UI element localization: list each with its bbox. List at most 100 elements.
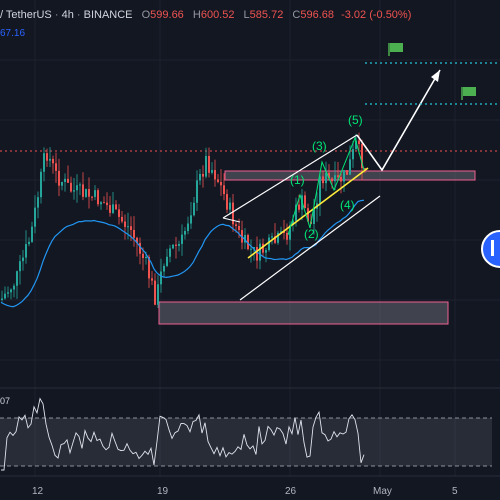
candle-body <box>214 170 216 180</box>
candle-body <box>232 202 234 225</box>
candle-body <box>151 278 153 281</box>
candle-body <box>52 158 54 164</box>
chart-grid <box>0 0 500 476</box>
symbol-pair[interactable]: / TetherUS <box>0 9 52 21</box>
green-flag-icon <box>388 43 403 56</box>
candle-body <box>319 176 321 204</box>
candle-body <box>121 216 123 222</box>
candle-body <box>343 170 345 182</box>
candle-body <box>160 271 162 285</box>
candle-body <box>355 140 357 150</box>
candle-body <box>196 180 198 203</box>
chart-header: / TetherUS · 4h · BINANCE O599.66 H600.5… <box>0 9 411 21</box>
candle-body <box>124 221 126 227</box>
candle-body <box>295 204 297 221</box>
channel-lower-line[interactable] <box>239 195 381 301</box>
candle-body <box>157 284 159 305</box>
candle-body <box>268 237 270 251</box>
channel-middle-line[interactable] <box>247 167 369 259</box>
projection-path[interactable] <box>356 69 441 172</box>
candle-body <box>322 176 324 184</box>
candle-body <box>79 184 81 186</box>
open-label: O <box>141 9 151 21</box>
candle-body <box>253 247 255 249</box>
candle-body <box>346 170 348 175</box>
separator-dot: · <box>54 9 59 21</box>
candle-body <box>145 256 147 259</box>
close-value: 596.68 <box>300 9 334 21</box>
x-tick-12: 12 <box>32 486 44 497</box>
candle-body <box>166 256 168 266</box>
candle-body <box>199 173 201 181</box>
candle-body <box>13 285 15 290</box>
candle-body <box>28 241 30 245</box>
elliott-wave-path[interactable] <box>287 136 365 236</box>
candle-body <box>175 244 177 246</box>
candle-body <box>94 190 96 197</box>
candle-body <box>37 197 39 208</box>
candle-body <box>262 243 264 253</box>
candle-body <box>97 190 99 205</box>
candle-body <box>118 209 120 217</box>
candle-body <box>61 181 63 186</box>
low-value: 585.72 <box>249 9 284 21</box>
channel-left-cap[interactable] <box>222 217 241 223</box>
candle-body <box>85 189 87 197</box>
wave-label-2: (2) <box>304 227 319 241</box>
candle-body <box>58 170 60 186</box>
candle-body <box>349 159 351 175</box>
candle-body <box>235 224 237 226</box>
x-tick-may: May <box>373 486 392 497</box>
candle-body <box>82 184 84 197</box>
candle-body <box>139 242 141 254</box>
close-label: C <box>292 9 301 21</box>
wave-label-4: (4) <box>340 198 355 212</box>
candle-body <box>178 243 180 246</box>
candle-body <box>223 185 225 195</box>
candle-body <box>103 202 105 204</box>
wave-label-5: (5) <box>348 113 363 127</box>
candle-body <box>205 155 207 177</box>
rsi-value: 07 <box>0 396 11 406</box>
candle-body <box>19 261 21 272</box>
candle-body <box>109 205 111 213</box>
candle-body <box>250 248 252 250</box>
candle-body <box>193 202 195 216</box>
high-label: H <box>192 9 201 21</box>
candle-body <box>289 225 291 240</box>
x-tick-26: 26 <box>285 486 297 497</box>
moving-average-line[interactable] <box>0 199 365 308</box>
candle-body <box>277 232 279 243</box>
candle-body <box>211 170 213 173</box>
candle-body <box>172 244 174 249</box>
candle-body <box>181 234 183 244</box>
candle-body <box>1 298 3 300</box>
candle-body <box>307 208 309 222</box>
candle-body <box>133 229 135 238</box>
rsi-line[interactable] <box>1 397 365 471</box>
candle-body <box>256 247 258 261</box>
channel-upper-line[interactable] <box>222 134 358 219</box>
projection-arrow-head <box>431 70 440 82</box>
candle-body <box>91 196 93 198</box>
wave-label-3: (3) <box>312 139 327 153</box>
candle-body <box>34 207 36 227</box>
candle-body <box>169 248 171 257</box>
candle-body <box>4 293 6 299</box>
candle-body <box>298 204 300 210</box>
candle-body <box>88 189 90 197</box>
candle-body <box>229 202 231 210</box>
candle-body <box>280 231 282 233</box>
candle-body <box>49 158 51 161</box>
candle-body <box>274 236 276 243</box>
separator-dot: · <box>76 9 81 21</box>
candle-body <box>16 271 18 286</box>
candle-body <box>76 185 78 191</box>
candle-body <box>337 175 339 177</box>
candle-body <box>163 265 165 272</box>
high-value: 600.52 <box>200 9 235 21</box>
interval[interactable]: 4h <box>61 9 74 21</box>
support-zone[interactable] <box>158 301 449 325</box>
candle-body <box>361 144 363 169</box>
